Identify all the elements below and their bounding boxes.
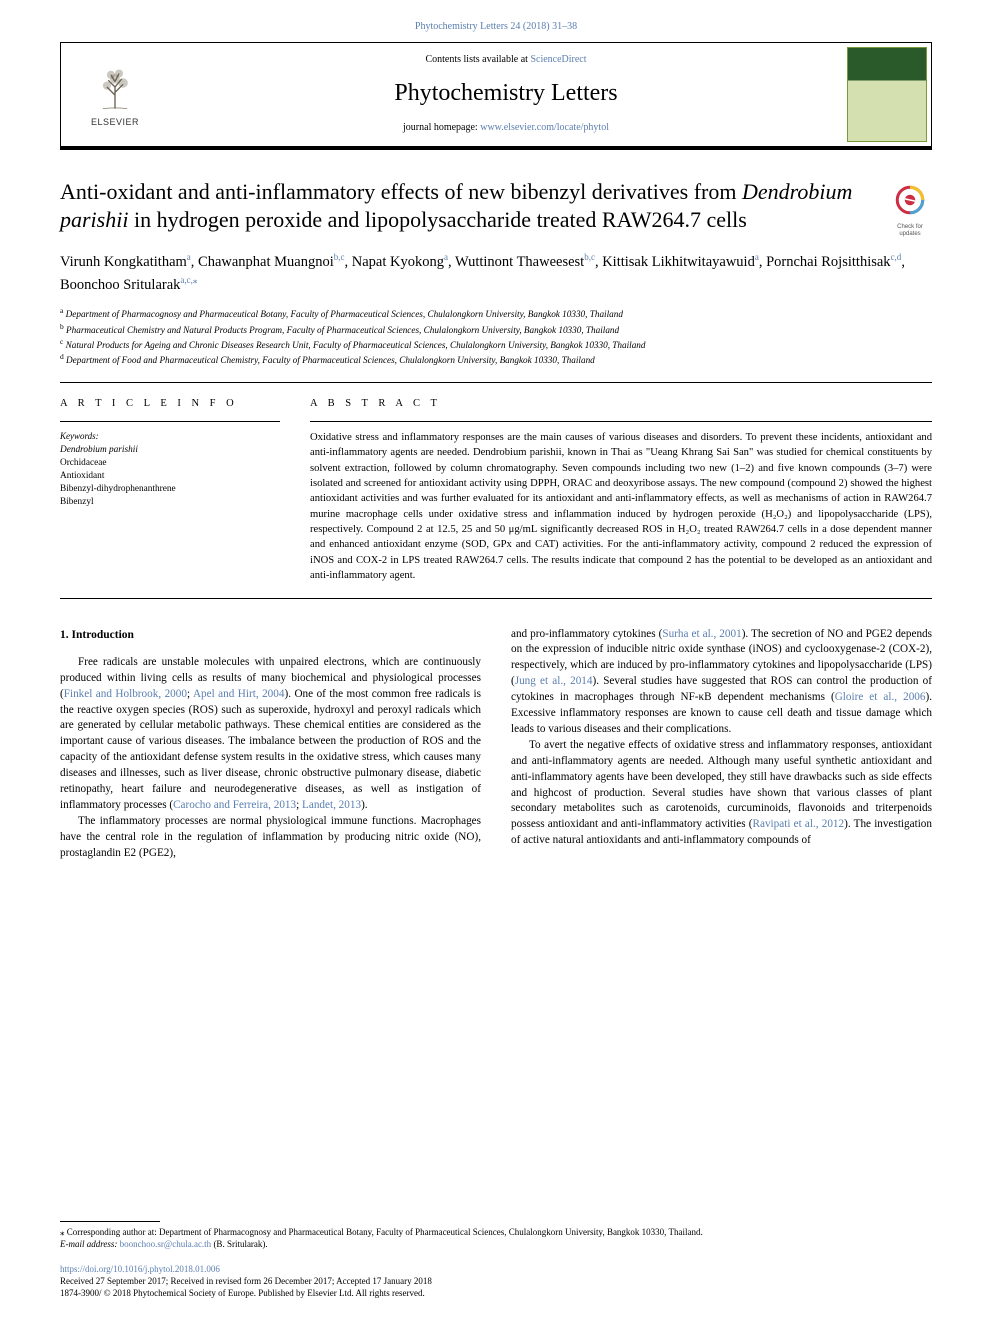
intro-p3: and pro-inflammatory cytokines (Surha et… [511, 627, 932, 738]
author-3: Napat Kyokong [352, 254, 444, 270]
copyright-line: 1874-3900/ © 2018 Phytochemical Society … [60, 1288, 425, 1298]
divider [60, 382, 932, 383]
contents-prefix: Contents lists available at [425, 54, 530, 65]
journal-cover-thumb [843, 43, 931, 146]
author-4-aff: b,c [584, 252, 595, 262]
corr-text: Corresponding author at: Department of P… [65, 1227, 703, 1237]
corresponding-author: ⁎ Corresponding author at: Department of… [60, 1226, 932, 1250]
article-title: Anti-oxidant and anti-inflammatory effec… [60, 178, 868, 234]
email-tail: (B. Sritularak). [211, 1239, 268, 1249]
author-2: Chawanphat Muangnoi [198, 254, 334, 270]
email-label: E-mail address: [60, 1239, 120, 1249]
crossmark-label: Check forupdates [888, 224, 932, 237]
ref-link[interactable]: Ravipati et al., 2012 [753, 818, 845, 830]
author-1: Virunh Kongkatitham [60, 254, 187, 270]
homepage-line: journal homepage: www.elsevier.com/locat… [169, 121, 843, 135]
body-col-left: 1. Introduction Free radicals are unstab… [60, 627, 481, 862]
keyword-item: Antioxidant [60, 470, 280, 483]
body-col-right: and pro-inflammatory cytokines (Surha et… [511, 627, 932, 862]
affiliation-b: b Pharmaceutical Chemistry and Natural P… [60, 322, 932, 337]
author-7-aff: a,c,⁎ [180, 275, 197, 285]
author-7: Boonchoo Sritularak [60, 276, 180, 292]
title-line2: in hydrogen peroxide and lipopolysacchar… [128, 207, 746, 232]
contents-available-line: Contents lists available at ScienceDirec… [169, 53, 843, 67]
abstract-text: Oxidative stress and inflammatory respon… [310, 430, 932, 584]
article-info-column: A R T I C L E I N F O Keywords: Dendrobi… [60, 397, 280, 584]
running-head: Phytochemistry Letters 24 (2018) 31–38 [0, 0, 992, 42]
author-5: Kittisak Likhitwitayawuid [602, 254, 755, 270]
ref-link[interactable]: Landet, 2013 [302, 799, 361, 811]
intro-heading: 1. Introduction [60, 627, 481, 643]
sciencedirect-link[interactable]: ScienceDirect [530, 54, 586, 65]
author-4: Wuttinont Thaweesest [455, 254, 584, 270]
title-line1: Anti-oxidant and anti-inflammatory effec… [60, 179, 737, 204]
received-line: Received 27 September 2017; Received in … [60, 1276, 432, 1286]
masthead-center: Contents lists available at ScienceDirec… [169, 45, 843, 142]
masthead: ELSEVIER Contents lists available at Sci… [60, 42, 932, 150]
citation-text: Phytochemistry Letters 24 (2018) 31–38 [415, 21, 577, 32]
author-list: Virunh Kongkatithama, Chawanphat Muangno… [60, 251, 932, 296]
affiliation-c: c Natural Products for Ageing and Chroni… [60, 337, 932, 352]
intro-p2: The inflammatory processes are normal ph… [60, 814, 481, 862]
author-2-aff: b,c [334, 252, 345, 262]
doi-block: https://doi.org/10.1016/j.phytol.2018.01… [60, 1263, 932, 1299]
affiliation-d: d Department of Food and Pharmaceutical … [60, 352, 932, 367]
journal-title: Phytochemistry Letters [169, 77, 843, 109]
keyword-item: Orchidaceae [60, 457, 280, 470]
ref-link[interactable]: Carocho and Ferreira, 2013 [173, 799, 296, 811]
author-6-aff: c,d [891, 252, 902, 262]
elsevier-tree-icon [88, 60, 142, 114]
author-6: Pornchai Rojsitthisak [766, 254, 890, 270]
intro-p1: Free radicals are unstable molecules wit… [60, 655, 481, 814]
info-divider [60, 421, 280, 422]
author-5-aff: a [755, 252, 759, 262]
ref-link[interactable]: Finkel and Holbrook, 2000 [64, 688, 187, 700]
keywords-list: Dendrobium parishii Orchidaceae Antioxid… [60, 444, 280, 509]
abstract-divider [310, 421, 932, 422]
keywords-label: Keywords: [60, 430, 280, 442]
intro-p4: To avert the negative effects of oxidati… [511, 738, 932, 849]
abstract-heading: A B S T R A C T [310, 397, 932, 411]
affiliation-list: a Department of Pharmacognosy and Pharma… [60, 306, 932, 368]
crossmark-badge[interactable]: Check forupdates [888, 178, 932, 237]
affiliation-a: a Department of Pharmacognosy and Pharma… [60, 306, 932, 321]
publisher-logo: ELSEVIER [61, 43, 169, 146]
homepage-link[interactable]: www.elsevier.com/locate/phytol [480, 122, 609, 133]
ref-link[interactable]: Apel and Hirt, 2004 [193, 688, 285, 700]
article-info-heading: A R T I C L E I N F O [60, 397, 280, 411]
divider [60, 598, 932, 599]
homepage-prefix: journal homepage: [403, 122, 480, 133]
keyword-item: Dendrobium parishii [60, 444, 280, 457]
page-footer: ⁎ Corresponding author at: Department of… [60, 1221, 932, 1299]
author-1-aff: a [187, 252, 191, 262]
cover-image [847, 47, 927, 142]
ref-link[interactable]: Jung et al., 2014 [515, 675, 593, 687]
crossmark-icon [892, 182, 928, 218]
ref-link[interactable]: Surha et al., 2001 [662, 628, 741, 640]
abstract-column: A B S T R A C T Oxidative stress and inf… [310, 397, 932, 584]
ref-link[interactable]: Gloire et al., 2006 [835, 691, 926, 703]
keyword-item: Bibenzyl-dihydrophenanthrene [60, 483, 280, 496]
doi-link[interactable]: https://doi.org/10.1016/j.phytol.2018.01… [60, 1264, 220, 1274]
publisher-name: ELSEVIER [91, 116, 139, 128]
email-link[interactable]: boonchoo.sr@chula.ac.th [120, 1239, 212, 1249]
author-3-aff: a [444, 252, 448, 262]
body-columns: 1. Introduction Free radicals are unstab… [60, 627, 932, 862]
keyword-item: Bibenzyl [60, 496, 280, 509]
footnote-rule [60, 1221, 160, 1222]
